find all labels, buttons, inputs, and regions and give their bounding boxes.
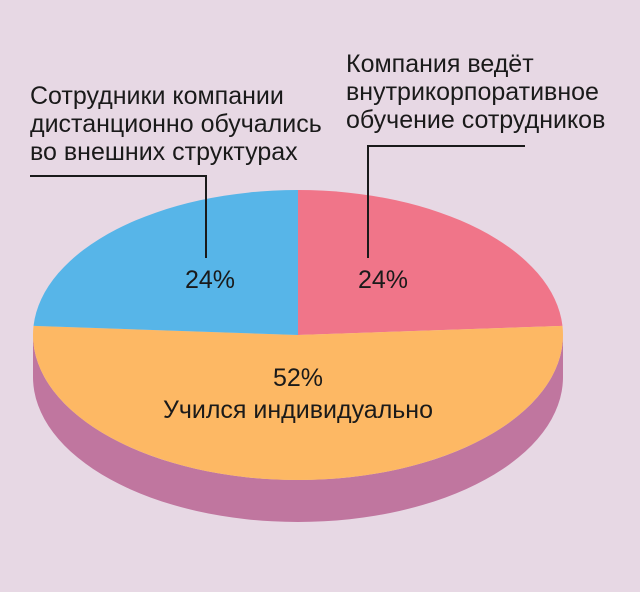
- pie-slice: [298, 190, 563, 335]
- value-label: 24%: [358, 266, 408, 294]
- category-label: Сотрудники компании дистанционно обучалис…: [30, 82, 322, 166]
- pie-slice: [33, 325, 563, 480]
- leader-line: [367, 145, 525, 258]
- category-label: Учился индивидуально: [163, 396, 433, 424]
- pie: [33, 190, 563, 522]
- value-label: 52%: [273, 364, 323, 392]
- category-label: Компания ведёт внутрикорпоративное обучени…: [346, 50, 605, 134]
- leader-line: [30, 175, 207, 258]
- value-label: 24%: [185, 266, 235, 294]
- pie-side: [33, 335, 563, 522]
- pie-slice: [33, 190, 298, 335]
